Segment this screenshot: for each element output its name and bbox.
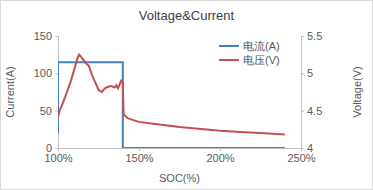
legend-item: 电流(A) bbox=[219, 40, 280, 52]
y2ticks-tick: 5.5 bbox=[301, 30, 322, 42]
y2ticks-tick-mark bbox=[301, 148, 304, 149]
y2ticks-tick-mark bbox=[301, 111, 304, 112]
y2-axis-title: Voltage(V) bbox=[351, 66, 363, 117]
y2ticks-tick: 4 bbox=[301, 142, 313, 154]
legend-label: 电压(V) bbox=[243, 54, 280, 66]
yticks-axis-line bbox=[55, 37, 59, 149]
xticks-tick-mark bbox=[139, 148, 140, 151]
yticks-tick: 100 bbox=[34, 67, 58, 79]
yticks-axis: 0 50 100 150 bbox=[34, 30, 59, 154]
yticks-tick: 150 bbox=[34, 30, 58, 42]
yticks-tick: 50 bbox=[40, 105, 58, 117]
xticks-tick-label: 150% bbox=[125, 152, 153, 164]
y2ticks-tick-mark bbox=[301, 36, 304, 37]
y2ticks-tick-mark bbox=[301, 73, 304, 74]
xticks-tick-mark bbox=[220, 148, 221, 151]
xticks-tick: 200% bbox=[206, 148, 234, 164]
plot-area bbox=[58, 55, 285, 148]
yticks-tick-mark bbox=[55, 148, 58, 149]
xticks-axis: 100%150%200%250% bbox=[44, 148, 315, 164]
yticks-tick-mark bbox=[55, 111, 58, 112]
y2ticks-tick-label: 5 bbox=[307, 67, 313, 79]
legend-label: 电流(A) bbox=[243, 40, 280, 52]
xticks-tick: 150% bbox=[125, 148, 153, 164]
y2ticks-axis-line bbox=[302, 37, 305, 149]
yticks-tick: 0 bbox=[46, 142, 58, 154]
xticks-tick-label: 200% bbox=[206, 152, 234, 164]
legend-swatch bbox=[219, 59, 239, 61]
yticks-tick-mark bbox=[55, 36, 58, 37]
yticks-tick-label: 50 bbox=[40, 105, 52, 117]
chart-title: Voltage&Current bbox=[139, 8, 235, 23]
x-axis-title: SOC(%) bbox=[159, 172, 200, 184]
y2ticks-tick: 5 bbox=[301, 67, 313, 79]
y-axis-title: Current(A) bbox=[4, 66, 16, 117]
series-line bbox=[58, 55, 285, 135]
y2ticks-tick-label: 4.5 bbox=[307, 105, 322, 117]
y2ticks-tick-label: 5.5 bbox=[307, 30, 322, 42]
yticks-tick-label: 150 bbox=[34, 30, 52, 42]
xticks-axis-line bbox=[59, 149, 302, 152]
legend-swatch bbox=[219, 45, 239, 47]
y2ticks-tick-label: 4 bbox=[307, 142, 313, 154]
yticks-tick-label: 0 bbox=[46, 142, 52, 154]
yticks-tick-mark bbox=[55, 73, 58, 74]
legend: 电流(A) 电压(V) bbox=[219, 40, 280, 66]
legend-item: 电压(V) bbox=[219, 54, 280, 66]
y2ticks-tick: 4.5 bbox=[301, 105, 322, 117]
yticks-tick-label: 100 bbox=[34, 67, 52, 79]
chart: 100%150%200%250%05010015044.555.5Voltage… bbox=[0, 0, 373, 190]
y2ticks-axis: 4 4.5 5 5.5 bbox=[301, 30, 322, 154]
chart-frame bbox=[1, 1, 373, 190]
